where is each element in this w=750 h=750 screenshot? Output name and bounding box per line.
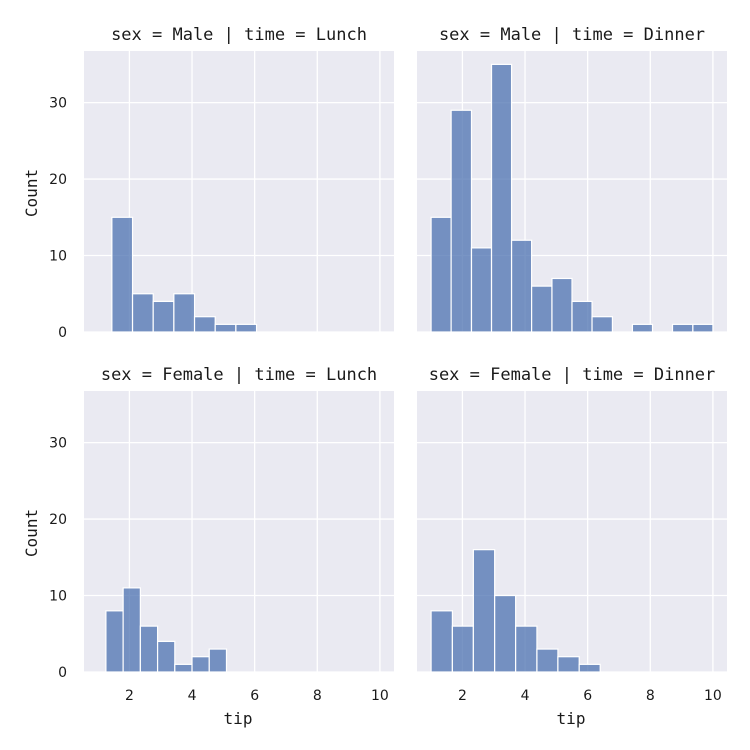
- x-tick-label: 8: [646, 688, 655, 704]
- panel-background: [417, 391, 727, 672]
- histogram-bar: [470, 247, 493, 333]
- histogram-bar: [551, 277, 573, 333]
- panel-background: [84, 51, 394, 332]
- histogram-bar: [692, 323, 714, 333]
- histogram-bar: [430, 216, 452, 333]
- x-tick-label: 10: [371, 688, 389, 704]
- histogram-bar: [510, 239, 533, 333]
- x-tick-label: 10: [704, 688, 722, 704]
- histogram-bar: [450, 109, 473, 333]
- facet-panel-1: sex = Male | time = Dinner: [417, 25, 727, 333]
- histogram-bar: [173, 293, 196, 333]
- x-tick-label: 4: [521, 688, 530, 704]
- histogram-bar: [174, 663, 193, 673]
- histogram-bar: [131, 293, 154, 333]
- facet-panel-0: sex = Male | time = Lunch 0 10 20 30: [49, 25, 394, 341]
- facet-panel-3: sex = Female | time = Dinner 2 4 6 8 10: [417, 365, 727, 704]
- y-axis-label-bottom: Count: [22, 509, 41, 557]
- histogram-bar: [139, 625, 159, 673]
- y-tick-label: 10: [49, 249, 67, 265]
- histogram-bar: [571, 300, 593, 333]
- histogram-bar: [191, 656, 210, 673]
- x-tick-label: 2: [125, 688, 134, 704]
- x-tick-label: 6: [583, 688, 592, 704]
- facet-title: sex = Male | time = Dinner: [439, 25, 705, 45]
- histogram-bar: [591, 316, 613, 333]
- histogram-bar: [531, 285, 553, 333]
- histogram-bar: [490, 63, 513, 333]
- x-tick-label: 6: [250, 688, 259, 704]
- histogram-bar: [578, 663, 601, 673]
- facet-title: sex = Female | time = Dinner: [429, 365, 716, 385]
- y-tick-label: 20: [49, 512, 67, 528]
- x-axis-label-left: tip: [224, 709, 253, 728]
- histogram-bar: [557, 656, 580, 673]
- histogram-bar: [536, 648, 559, 673]
- y-axis-label-top: Count: [22, 169, 41, 217]
- histogram-bar: [214, 323, 237, 333]
- histogram-bar: [156, 640, 176, 673]
- y-tick-label: 30: [49, 436, 67, 452]
- histogram-bar: [105, 610, 124, 673]
- histogram-bar: [671, 323, 694, 333]
- x-tick-label: 8: [313, 688, 322, 704]
- facet-title: sex = Female | time = Lunch: [101, 365, 377, 385]
- histogram-bar: [494, 594, 517, 673]
- facet-panel-2: sex = Female | time = Lunch 0 10 20 30 2 4 6 8 10: [49, 365, 394, 704]
- histogram-bar: [472, 549, 496, 673]
- x-axis-label-right: tip: [557, 709, 586, 728]
- histogram-bar: [193, 316, 216, 333]
- x-tick-label: 4: [188, 688, 197, 704]
- facet-title: sex = Male | time = Lunch: [111, 25, 367, 45]
- histogram-bar: [515, 625, 538, 673]
- y-tick-label: 20: [49, 172, 67, 188]
- histogram-bar: [631, 323, 654, 333]
- histogram-bar: [430, 610, 453, 673]
- histogram-bar: [235, 323, 258, 333]
- histogram-bar: [208, 648, 228, 673]
- y-tick-label: 30: [49, 96, 67, 112]
- histogram-bar: [451, 625, 474, 673]
- histogram-bar: [152, 300, 175, 333]
- y-tick-label: 0: [58, 665, 67, 681]
- histogram-bar: [122, 587, 141, 673]
- y-tick-label: 0: [58, 325, 67, 341]
- y-tick-label: 10: [49, 589, 67, 605]
- histogram-bar: [111, 216, 134, 333]
- x-tick-label: 2: [458, 688, 467, 704]
